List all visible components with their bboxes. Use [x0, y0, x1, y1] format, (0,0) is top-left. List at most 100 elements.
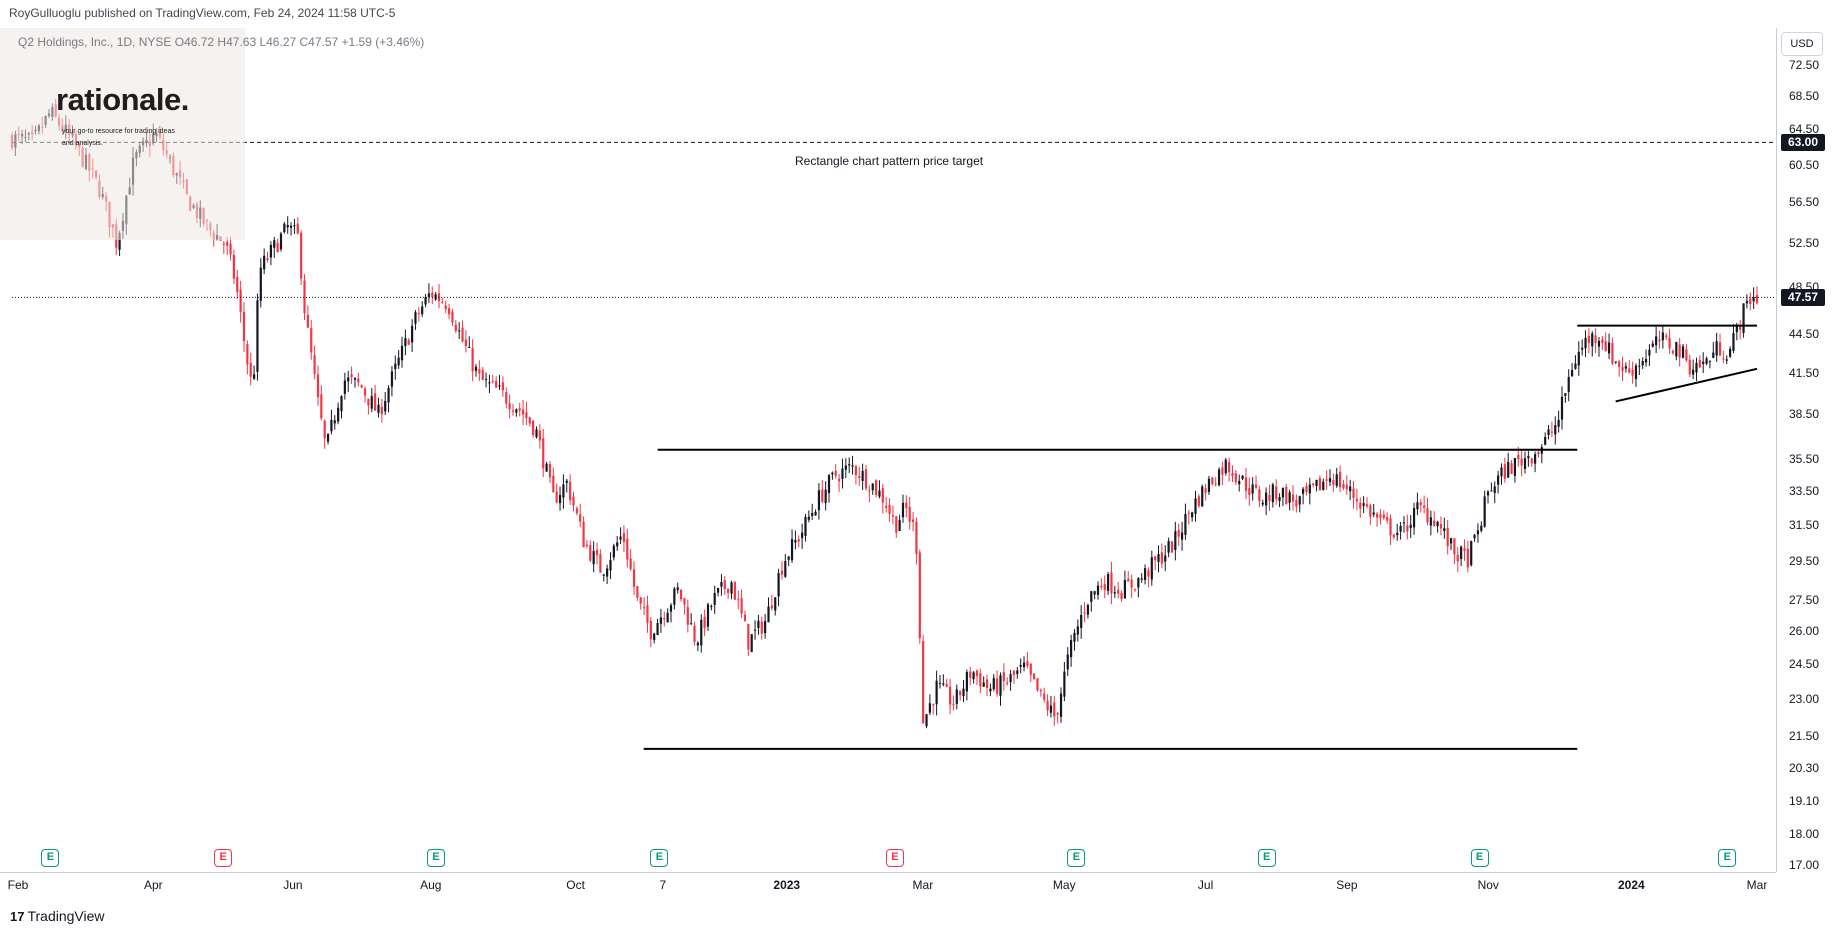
candle-up: [1335, 474, 1338, 486]
candle-up: [750, 634, 753, 652]
candle-up: [841, 468, 844, 479]
candle-down: [1379, 514, 1382, 518]
candle-up: [397, 357, 400, 366]
candle-down: [1258, 489, 1261, 502]
candle-up: [1396, 532, 1399, 536]
candle-down: [918, 552, 921, 639]
candle-down: [1325, 479, 1328, 481]
candle-up: [1251, 484, 1254, 494]
candle-down: [727, 588, 730, 593]
candle-up: [1298, 496, 1301, 505]
earnings-icon[interactable]: E: [41, 849, 60, 867]
candle-down: [599, 554, 602, 573]
candle-up: [1009, 674, 1012, 683]
candle-down: [316, 374, 320, 398]
candle-up: [1745, 301, 1749, 304]
candle-down: [1234, 473, 1237, 483]
candle-down: [1012, 670, 1016, 675]
candle-up: [1493, 486, 1496, 493]
candle-down: [1046, 700, 1049, 711]
candle-down: [1291, 494, 1295, 502]
candle-down: [407, 340, 410, 345]
triangle-support-line[interactable]: [1615, 367, 1758, 403]
candle-down: [266, 258, 269, 260]
candle-up: [286, 225, 289, 228]
candle-up: [1143, 568, 1147, 580]
earnings-icon[interactable]: E: [214, 849, 233, 867]
candle-up: [1194, 498, 1197, 514]
candle-down: [1026, 661, 1029, 667]
candle-up: [1607, 342, 1611, 354]
earnings-icon[interactable]: E: [1470, 849, 1489, 867]
candle-down: [838, 478, 841, 482]
candle-down: [1386, 517, 1389, 521]
price-tick-label: 38.50: [1789, 407, 1820, 422]
candle-up: [710, 605, 713, 607]
candle-up: [1328, 478, 1332, 483]
price-tick-label: 72.50: [1789, 57, 1820, 72]
candle-down: [895, 516, 898, 533]
candle-up: [458, 330, 461, 332]
candle-down: [501, 382, 504, 391]
candle-up: [1557, 419, 1560, 427]
candle-down: [1755, 295, 1759, 304]
candle-down: [683, 598, 686, 605]
candle-down: [905, 502, 908, 509]
candle-down: [663, 617, 666, 620]
candle-up: [713, 592, 716, 605]
candle-down: [1517, 454, 1520, 460]
candle-down: [464, 339, 468, 347]
candle-down: [1221, 467, 1224, 475]
currency-button[interactable]: USD: [1781, 32, 1823, 56]
candle-down: [471, 348, 474, 372]
candle-up: [1113, 592, 1116, 594]
candle-up: [602, 574, 605, 576]
earnings-icon[interactable]: E: [885, 849, 904, 867]
candle-up: [330, 419, 333, 432]
candle-down: [1537, 452, 1540, 455]
candle-up: [817, 490, 821, 511]
earnings-icon[interactable]: E: [427, 849, 446, 867]
candle-up: [1560, 396, 1564, 420]
tradingview-logo[interactable]: 17 TradingView: [10, 908, 105, 924]
candle-down: [357, 378, 360, 383]
candle-up: [1614, 361, 1617, 363]
candle-down: [1382, 514, 1385, 519]
candle-up: [1150, 557, 1153, 580]
symbol-legend[interactable]: Q2 Holdings, Inc., 1D, NYSE O46.72 H47.6…: [18, 35, 425, 49]
candle-down: [1375, 513, 1379, 518]
candle-up: [283, 223, 286, 233]
candle-down: [1204, 488, 1207, 493]
candle-down: [743, 614, 747, 622]
candle-down: [417, 313, 420, 315]
earnings-icon[interactable]: E: [650, 849, 669, 867]
candle-down: [1426, 508, 1429, 523]
candle-up: [935, 680, 938, 705]
earnings-icon[interactable]: E: [1718, 849, 1737, 867]
candle-down: [380, 407, 383, 415]
earnings-icon[interactable]: E: [1257, 849, 1276, 867]
target-annotation: Rectangle chart pattern price target: [795, 154, 984, 168]
candle-up: [965, 672, 968, 692]
candle-up: [1705, 358, 1708, 364]
candle-down: [1698, 359, 1701, 368]
candle-up: [1080, 614, 1083, 628]
target-price-tag: 63.00: [1781, 134, 1825, 152]
candle-down: [821, 489, 824, 502]
candle-up: [1695, 362, 1698, 373]
candle-down: [229, 243, 232, 255]
earnings-icon[interactable]: E: [1067, 849, 1086, 867]
price-tick-label: 20.30: [1789, 760, 1820, 775]
price-tick-label: 17.00: [1789, 858, 1820, 873]
candle-up: [387, 387, 390, 403]
candle-down: [834, 470, 837, 476]
candle-down: [1749, 298, 1752, 304]
candle-up: [1732, 333, 1735, 351]
candle-up: [390, 371, 394, 387]
candle-up: [612, 545, 615, 558]
candle-up: [1497, 475, 1500, 485]
candle-down: [1053, 702, 1056, 717]
candle-up: [1443, 528, 1446, 531]
